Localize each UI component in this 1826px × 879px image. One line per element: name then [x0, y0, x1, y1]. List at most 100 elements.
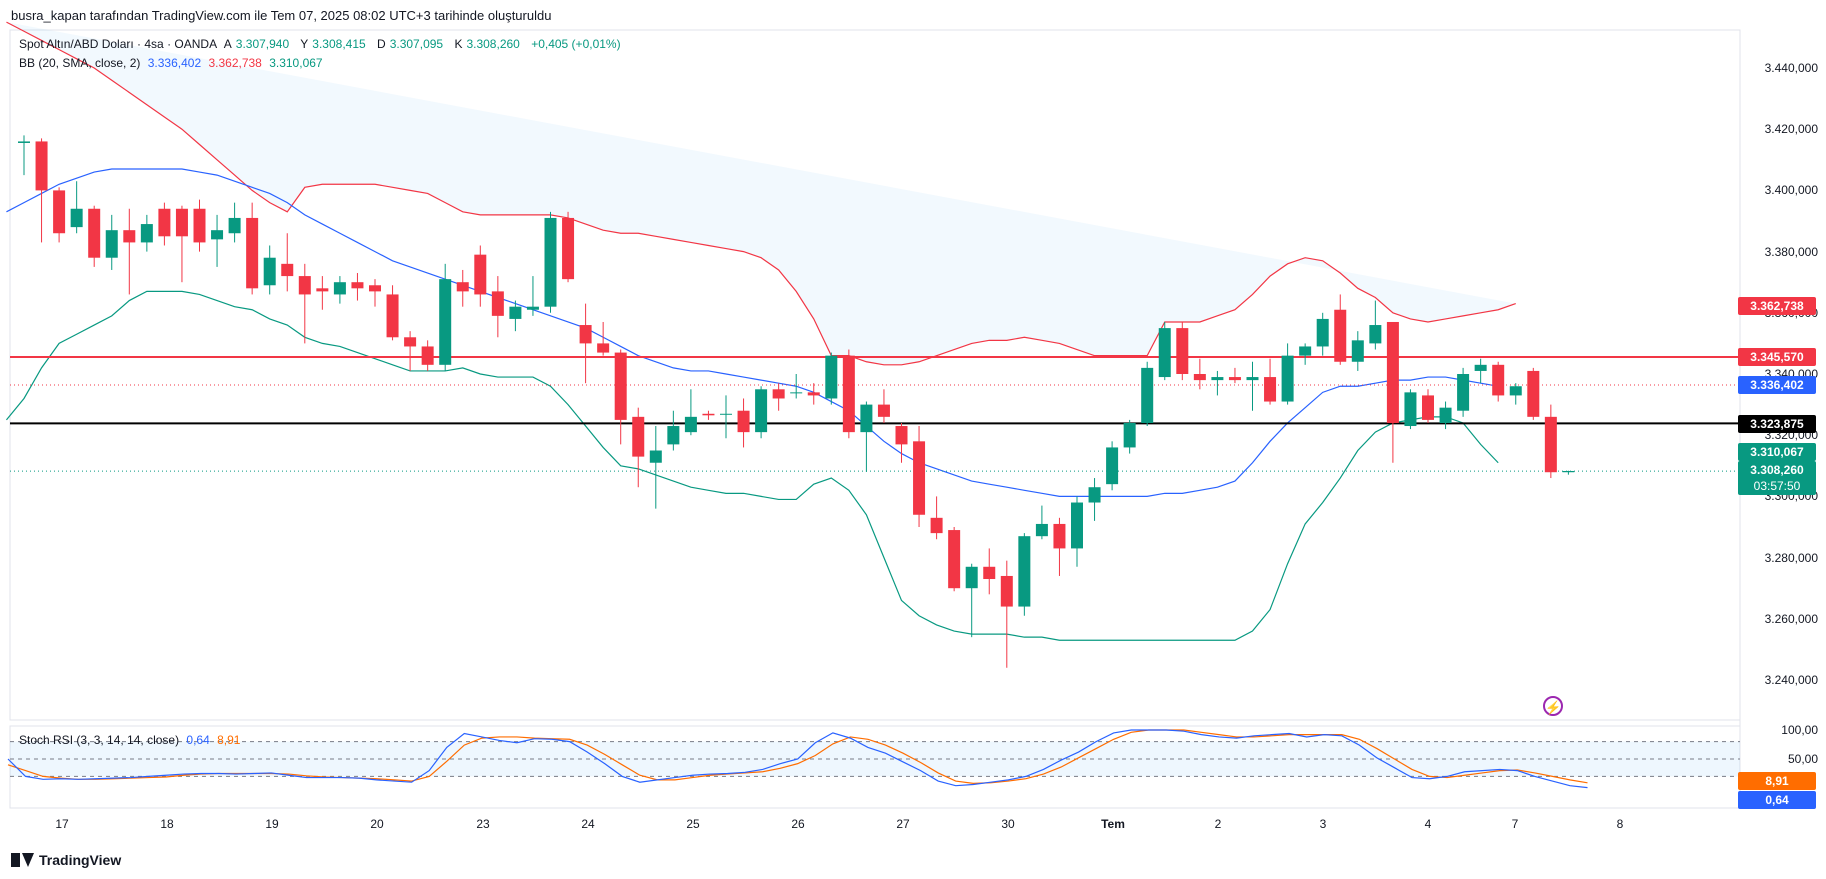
candle-body [614, 352, 627, 420]
candle-body [790, 392, 803, 394]
ohlc-open: A 3.307,940 [224, 37, 293, 51]
candle-body [842, 355, 855, 433]
time-tick-label: 2 [1214, 817, 1222, 831]
candle-body [667, 426, 680, 445]
ohlc-close: K 3.308,260 [454, 37, 523, 51]
time-tick-label: 26 [791, 817, 805, 831]
candle-body [930, 517, 943, 534]
candle-body [1193, 374, 1206, 381]
candle-body [1228, 377, 1241, 381]
candle-body [1422, 395, 1434, 420]
candle-body [53, 190, 66, 234]
price-tick-label: 3.400,000 [1764, 183, 1818, 198]
candle-body [18, 141, 30, 143]
tag-hline-red: 3.345,570 [1738, 348, 1816, 366]
candle-body [211, 230, 224, 240]
candle-body [632, 416, 645, 457]
candle-body [544, 217, 557, 307]
stoch-label[interactable]: Stoch RSI (3, 3, 14, 14, close) [19, 733, 180, 747]
candle-body [1071, 502, 1083, 549]
candle-body [263, 257, 276, 286]
time-tick-label: 3 [1319, 817, 1327, 831]
candle-body [281, 263, 294, 277]
change-value: +0,405 (+0,01%) [531, 37, 621, 51]
candle-body [456, 282, 469, 292]
time-tick-label: 23 [476, 817, 490, 831]
bb-legend: BB (20, SMA, close, 2) 3.336,402 3.362,7… [19, 56, 327, 70]
candle-body [193, 208, 206, 243]
candle-body [1439, 407, 1452, 423]
candle-body [421, 346, 434, 365]
candle-body [895, 426, 908, 445]
high-value: 3.308,415 [312, 37, 366, 51]
candle-body [720, 413, 732, 415]
candle-body [386, 294, 399, 338]
candle-body [1176, 328, 1189, 374]
candle-body [649, 450, 662, 463]
candle-body [491, 291, 504, 316]
bb-fill [6, 22, 1516, 365]
candle-body [140, 224, 153, 243]
candle-body [1018, 536, 1031, 607]
tag-stoch-d: 8,91 [1738, 772, 1816, 790]
tag-hline-black: 3.323,875 [1738, 415, 1816, 433]
price-tick-label: 3.380,000 [1764, 244, 1818, 259]
close-key: K [454, 37, 463, 51]
tradingview-logo-icon [11, 853, 34, 867]
stoch-d-value: 8,91 [217, 733, 241, 747]
time-tick-label: 24 [581, 817, 595, 831]
time-tick-label: 7 [1511, 817, 1519, 831]
candle-body [579, 325, 592, 344]
candle-body [1053, 523, 1066, 549]
time-tick-label: 30 [1001, 817, 1015, 831]
bb-label[interactable]: BB (20, SMA, close, 2) [19, 56, 141, 70]
candle-body [404, 337, 417, 347]
candle-body [1404, 392, 1417, 427]
logo-text: TradingView [39, 852, 122, 868]
candle-body [877, 404, 890, 417]
candle-body [684, 416, 697, 433]
low-key: D [377, 37, 386, 51]
candle-body [737, 410, 750, 433]
candle-body [1527, 370, 1540, 417]
candle-body [70, 208, 83, 228]
candle-body [1264, 377, 1277, 402]
symbol-label[interactable]: Spot Altın/ABD Doları · 4sa · OANDA [19, 37, 218, 51]
candle-body [474, 254, 487, 295]
tag-bb-basis: 3.336,402 [1738, 376, 1816, 394]
candle-body [439, 279, 452, 365]
candle-body [1035, 523, 1048, 537]
candle-body [948, 530, 961, 589]
candle-body [983, 566, 996, 580]
stoch-tick-label: 50,00 [1787, 752, 1818, 766]
candle-body [702, 413, 715, 416]
ohlc-low: D 3.307,095 [377, 37, 447, 51]
time-tick-label: 27 [896, 817, 910, 831]
candle-body [1088, 487, 1101, 503]
tradingview-logo[interactable]: TradingView [11, 852, 121, 868]
time-tick-label: 25 [686, 817, 700, 831]
candle-body [1316, 318, 1329, 347]
price-tick-label: 3.240,000 [1764, 673, 1818, 687]
lightning-icon[interactable]: ⚡ [1543, 696, 1563, 716]
candle-body [1211, 377, 1224, 381]
candle-body [1544, 416, 1557, 473]
candle-body [860, 404, 873, 433]
tag-bb-upper: 3.362,738 [1738, 297, 1816, 315]
bb-basis-value: 3.336,402 [147, 56, 202, 70]
candle-body [1106, 447, 1119, 485]
price-tick-label: 3.260,000 [1764, 611, 1818, 626]
candle-body [1000, 575, 1013, 607]
tag-last-price: 3.308,260 [1738, 461, 1816, 479]
candle-body [298, 276, 311, 295]
candle-body [807, 392, 820, 396]
candle-body [1123, 422, 1136, 448]
candle-body [35, 141, 48, 191]
candle-body [1141, 367, 1154, 423]
candle-body [1562, 471, 1575, 473]
time-tick-label: 17 [55, 817, 69, 831]
candle-body [825, 355, 838, 399]
candle-body [105, 230, 118, 258]
